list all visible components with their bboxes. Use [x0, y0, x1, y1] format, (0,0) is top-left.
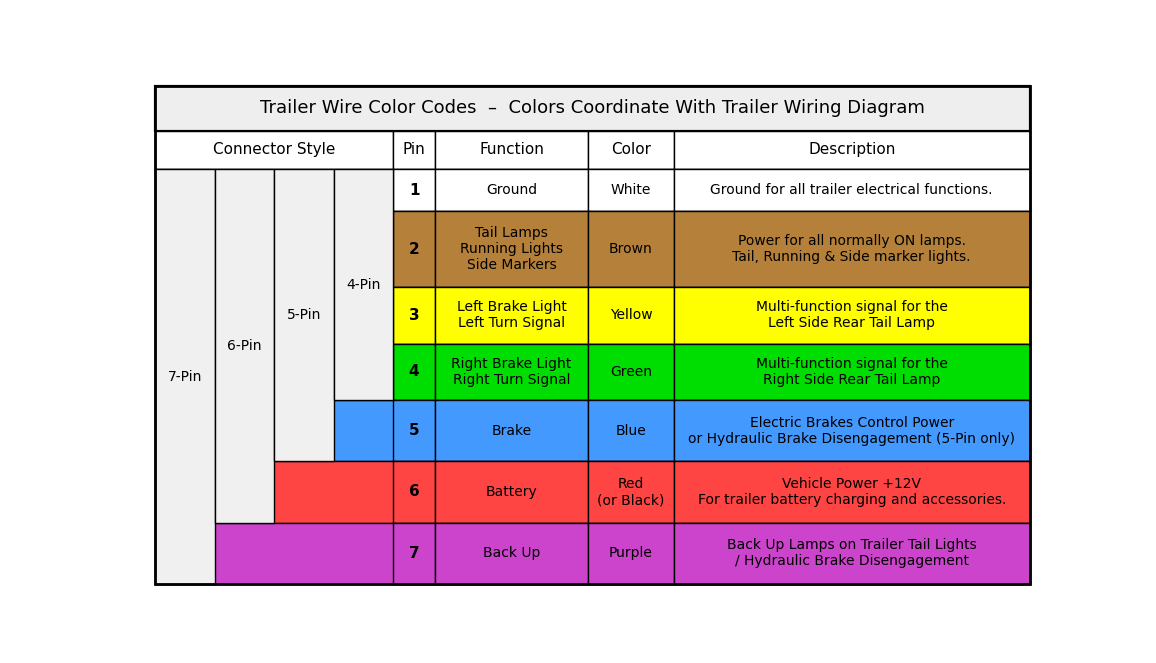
Bar	[588, 400, 674, 461]
Bar	[393, 343, 435, 400]
Text: 5-Pin: 5-Pin	[287, 308, 321, 322]
Bar	[435, 131, 588, 169]
Text: Color: Color	[610, 143, 651, 157]
Text: Trailer Wire Color Codes  –  Colors Coordinate With Trailer Wiring Diagram: Trailer Wire Color Codes – Colors Coordi…	[260, 99, 925, 117]
Text: Left Brake Light
Left Turn Signal: Left Brake Light Left Turn Signal	[457, 300, 566, 330]
Text: Pin: Pin	[402, 143, 425, 157]
Bar	[155, 343, 1030, 400]
Bar	[674, 461, 1030, 522]
Text: Brown: Brown	[609, 242, 653, 256]
Bar	[588, 211, 674, 287]
Bar	[155, 169, 215, 584]
Text: Back Up Lamps on Trailer Tail Lights
/ Hydraulic Brake Disengagement: Back Up Lamps on Trailer Tail Lights / H…	[727, 538, 977, 568]
Bar	[435, 461, 588, 522]
Bar	[393, 522, 435, 584]
Bar	[155, 287, 1030, 343]
Bar	[393, 287, 435, 343]
Text: Red
(or Black): Red (or Black)	[598, 477, 665, 507]
Text: Description: Description	[808, 143, 896, 157]
Text: 1: 1	[409, 183, 420, 198]
Bar	[274, 169, 334, 461]
Text: 6-Pin: 6-Pin	[228, 339, 261, 353]
Bar	[588, 343, 674, 400]
Bar	[674, 169, 1030, 211]
Bar	[435, 287, 588, 343]
Bar	[588, 131, 674, 169]
Text: Multi-function signal for the
Left Side Rear Tail Lamp: Multi-function signal for the Left Side …	[756, 300, 948, 330]
Text: Power for all normally ON lamps.
Tail, Running & Side marker lights.: Power for all normally ON lamps. Tail, R…	[733, 234, 971, 265]
Text: Vehicle Power +12V
For trailer battery charging and accessories.: Vehicle Power +12V For trailer battery c…	[697, 477, 1006, 507]
Text: 4-Pin: 4-Pin	[346, 278, 380, 292]
Text: Multi-function signal for the
Right Side Rear Tail Lamp: Multi-function signal for the Right Side…	[756, 357, 948, 387]
Text: Back Up: Back Up	[483, 546, 540, 560]
Text: Brake: Brake	[491, 424, 532, 438]
Text: Ground: Ground	[486, 183, 538, 198]
Bar	[435, 343, 588, 400]
Text: Purple: Purple	[609, 546, 653, 560]
Bar	[674, 211, 1030, 287]
Bar	[435, 169, 588, 211]
Bar	[334, 169, 393, 400]
Bar	[435, 522, 588, 584]
Bar	[155, 461, 1030, 522]
Text: 4: 4	[409, 364, 420, 379]
Bar	[393, 211, 435, 287]
Bar	[674, 522, 1030, 584]
Text: Function: Function	[479, 143, 544, 157]
Bar	[588, 169, 674, 211]
Text: 3: 3	[409, 308, 420, 323]
Text: Electric Brakes Control Power
or Hydraulic Brake Disengagement (5-Pin only): Electric Brakes Control Power or Hydraul…	[688, 416, 1015, 446]
Bar	[393, 400, 435, 461]
Text: 7: 7	[409, 546, 420, 561]
Bar	[393, 131, 435, 169]
Bar	[588, 522, 674, 584]
Bar	[155, 86, 1030, 131]
Bar	[155, 522, 1030, 584]
Bar	[393, 169, 435, 211]
Bar	[215, 169, 274, 522]
Text: Yellow: Yellow	[609, 308, 652, 322]
Text: 6: 6	[409, 485, 420, 499]
Bar	[674, 287, 1030, 343]
Text: Green: Green	[610, 365, 652, 379]
Bar	[155, 169, 1030, 211]
Bar	[588, 287, 674, 343]
Bar	[155, 86, 1030, 131]
Bar	[674, 343, 1030, 400]
Text: Blue: Blue	[615, 424, 646, 438]
Text: 5: 5	[409, 423, 420, 438]
Text: Right Brake Light
Right Turn Signal: Right Brake Light Right Turn Signal	[452, 357, 572, 387]
Text: 7-Pin: 7-Pin	[168, 370, 202, 384]
Text: Ground for all trailer electrical functions.: Ground for all trailer electrical functi…	[711, 183, 993, 198]
Bar	[435, 400, 588, 461]
Bar	[674, 131, 1030, 169]
Text: Battery: Battery	[486, 485, 538, 499]
Text: Tail Lamps
Running Lights
Side Markers: Tail Lamps Running Lights Side Markers	[460, 226, 563, 272]
Bar	[674, 400, 1030, 461]
Bar	[588, 461, 674, 522]
Bar	[155, 211, 1030, 287]
Bar	[393, 461, 435, 522]
Text: White: White	[610, 183, 651, 198]
Text: 2: 2	[409, 241, 420, 257]
Bar	[435, 211, 588, 287]
Text: Connector Style: Connector Style	[213, 143, 335, 157]
Bar	[155, 400, 1030, 461]
Bar	[155, 131, 393, 169]
